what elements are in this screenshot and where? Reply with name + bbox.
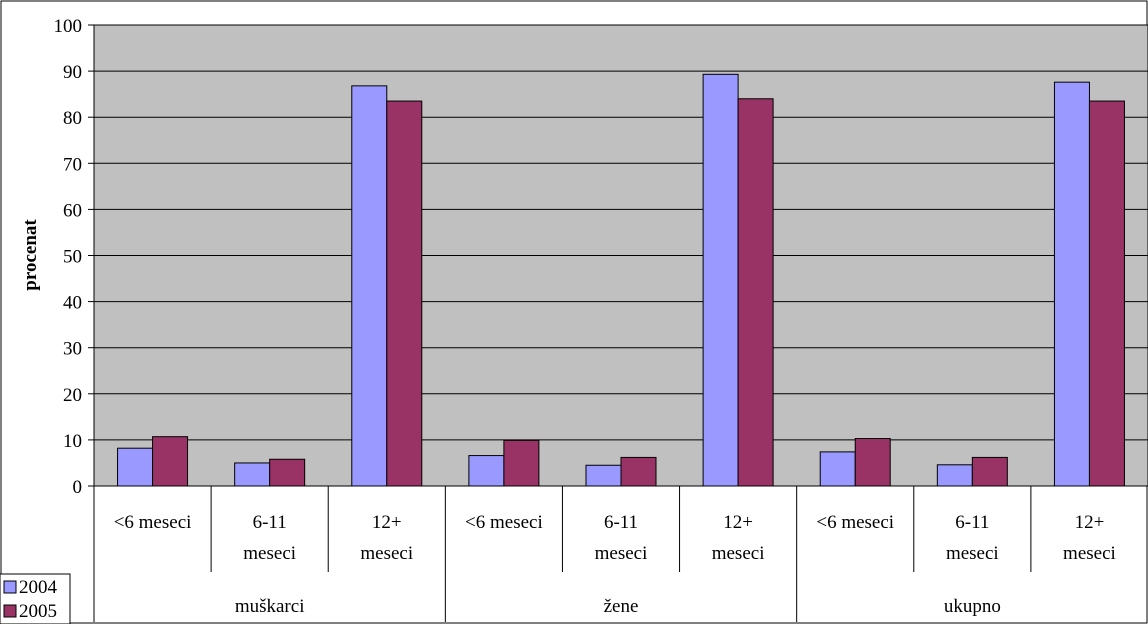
bar-2004-9 — [1053, 81, 1090, 487]
category-label: meseci — [360, 543, 413, 564]
legend-swatch-2004 — [3, 580, 17, 594]
category-label: meseci — [946, 543, 999, 564]
category-label: 6-11 — [253, 512, 287, 533]
y-tick-label: 20 — [63, 385, 82, 406]
bar-2005-2 — [269, 458, 306, 487]
y-tick-label: 30 — [63, 339, 82, 360]
category-label: 12+ — [1075, 512, 1105, 533]
bar-2004-4 — [468, 455, 505, 487]
bar-2004-7 — [819, 451, 856, 487]
y-tick-label: 40 — [63, 293, 82, 314]
y-tick-label: 80 — [63, 108, 82, 129]
gridlines — [94, 24, 1148, 441]
category-label: meseci — [595, 543, 648, 564]
category-label: meseci — [243, 543, 296, 564]
bar-2005-4 — [503, 439, 540, 487]
bar-2005-1 — [152, 436, 189, 487]
category-label: <6 meseci — [465, 512, 543, 533]
bar-2004-2 — [234, 462, 271, 487]
legend-swatch-2005 — [3, 604, 17, 618]
y-tick-label: 70 — [63, 154, 82, 175]
category-axis: <6 meseci 6-11 meseci 12+ meseci <6 meseci 6-1… — [93, 486, 1116, 622]
bar-2004-3 — [351, 85, 388, 487]
category-label: 6-11 — [604, 512, 638, 533]
y-tick-label: 100 — [54, 16, 83, 37]
y-axis-ticks: 0 10 20 30 40 50 60 70 80 90 100 — [54, 16, 94, 498]
y-tick-label: 0 — [73, 477, 83, 498]
bar-2005-9 — [1088, 100, 1125, 487]
y-tick-label: 90 — [63, 62, 82, 83]
y-tick-label: 10 — [63, 431, 82, 452]
bar-2004-1 — [117, 447, 154, 487]
category-label: 12+ — [723, 512, 753, 533]
bar-2004-6 — [702, 73, 739, 487]
bar-2005-3 — [386, 100, 423, 487]
category-label: 12+ — [372, 512, 402, 533]
y-tick-label: 60 — [63, 200, 82, 221]
bar-2005-5 — [620, 456, 657, 487]
legend: 2004 2005 — [0, 573, 71, 624]
category-label: 6-11 — [955, 512, 989, 533]
legend-label-2004: 2004 — [19, 577, 58, 598]
legend-label-2005: 2005 — [19, 601, 57, 622]
bar-2005-7 — [854, 438, 891, 487]
bar-2005-8 — [971, 456, 1008, 487]
category-label: meseci — [1063, 543, 1116, 564]
group-label: muškarci — [235, 596, 305, 617]
bars — [117, 73, 1125, 487]
bar-2005-6 — [737, 98, 774, 487]
group-label: žene — [604, 596, 639, 617]
category-label: <6 meseci — [816, 512, 894, 533]
bar-2004-8 — [936, 464, 973, 487]
y-axis-title: procenat — [20, 219, 41, 291]
group-label: ukupno — [944, 596, 1001, 617]
category-label: meseci — [712, 543, 765, 564]
bar-2004-5 — [585, 464, 622, 487]
category-label: <6 meseci — [114, 512, 192, 533]
y-tick-label: 50 — [63, 247, 82, 268]
